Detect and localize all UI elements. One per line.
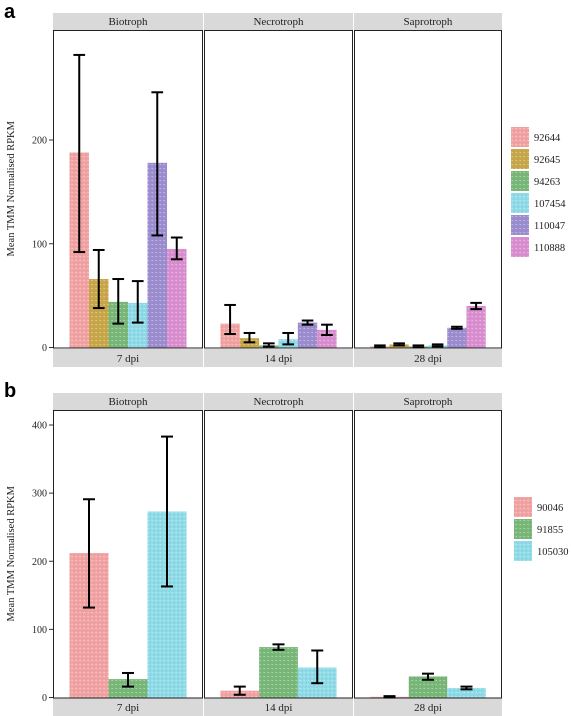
legend-key-texture bbox=[511, 237, 529, 257]
facet-strip-bottom bbox=[53, 698, 203, 716]
y-tick-label: 200 bbox=[32, 557, 47, 568]
y-tick-label: 300 bbox=[32, 489, 47, 500]
panel-label-a: a bbox=[4, 1, 16, 23]
y-tick-label: 0 bbox=[42, 343, 47, 354]
legend-label: 90046 bbox=[537, 503, 563, 514]
panel-label-b: b bbox=[4, 380, 16, 402]
legend-label: 105030 bbox=[537, 547, 569, 558]
bar-texture bbox=[466, 306, 486, 348]
facet-strip-top bbox=[204, 393, 353, 410]
facet-strip-top bbox=[354, 13, 502, 30]
facet-strip-top bbox=[53, 13, 203, 30]
facet-panel bbox=[204, 30, 353, 349]
facet-label-necrotroph: Necrotroph bbox=[253, 396, 304, 408]
y-tick-label: 100 bbox=[32, 625, 47, 636]
bar-texture bbox=[408, 676, 448, 698]
bar-texture bbox=[128, 302, 148, 348]
y-axis-title: Mean TMM Normalised RPKM bbox=[6, 485, 17, 621]
facet-panel bbox=[354, 410, 502, 699]
legend-label: 91855 bbox=[537, 525, 563, 536]
legend-key-texture bbox=[511, 149, 529, 169]
facet-label-14-dpi: 14 dpi bbox=[265, 353, 293, 365]
y-tick-label: 0 bbox=[42, 693, 47, 704]
facet-strip-top bbox=[53, 393, 203, 410]
legend-label: 92644 bbox=[534, 133, 561, 144]
bar-texture bbox=[447, 687, 486, 698]
y-tick-label: 400 bbox=[32, 421, 47, 432]
facet-panel bbox=[204, 410, 353, 699]
legend-key-texture bbox=[511, 193, 529, 213]
y-tick-label: 100 bbox=[32, 239, 47, 250]
facet-panel bbox=[53, 410, 203, 699]
facet-label-necrotroph: Necrotroph bbox=[253, 16, 304, 28]
facet-strip-bottom bbox=[204, 698, 353, 716]
legend-label: 107454 bbox=[534, 199, 566, 210]
legend-key-texture bbox=[514, 497, 532, 517]
bar-texture bbox=[89, 279, 109, 348]
facet-panel bbox=[354, 30, 502, 349]
legend-key-texture bbox=[514, 519, 532, 539]
facet-label-7-dpi: 7 dpi bbox=[117, 353, 139, 365]
legend-key-texture bbox=[511, 215, 529, 235]
facet-panel bbox=[53, 30, 203, 349]
facet-strip-top bbox=[204, 13, 353, 30]
bar-texture bbox=[147, 162, 167, 348]
legend-label: 110047 bbox=[534, 221, 565, 232]
facet-strip-bottom bbox=[354, 698, 502, 716]
bar-texture bbox=[259, 647, 298, 698]
y-axis-title: Mean TMM Normalised RPKM bbox=[6, 120, 17, 256]
facet-strip-bottom bbox=[354, 349, 502, 367]
facet-label-biotroph: Biotroph bbox=[108, 16, 148, 28]
legend-key-texture bbox=[514, 541, 532, 561]
legend-key-texture bbox=[511, 171, 529, 191]
bar-texture bbox=[220, 323, 240, 348]
bar-texture bbox=[447, 327, 467, 348]
bar-texture bbox=[297, 322, 318, 348]
y-tick-label: 200 bbox=[32, 136, 47, 147]
bar-texture bbox=[108, 679, 148, 698]
facet-label-14-dpi: 14 dpi bbox=[265, 702, 293, 714]
facet-strip-bottom bbox=[53, 349, 203, 367]
legend-key-texture bbox=[511, 127, 529, 147]
facet-strip-top bbox=[354, 393, 502, 410]
bar-texture bbox=[108, 301, 128, 348]
facet-label-saprotroph: Saprotroph bbox=[404, 16, 453, 28]
facet-strip-bottom bbox=[204, 349, 353, 367]
facet-label-saprotroph: Saprotroph bbox=[404, 396, 453, 408]
legend-label: 92645 bbox=[534, 155, 560, 166]
facet-label-biotroph: Biotroph bbox=[108, 396, 148, 408]
facet-label-7-dpi: 7 dpi bbox=[117, 702, 139, 714]
facet-label-28-dpi: 28 dpi bbox=[414, 353, 442, 365]
facet-label-28-dpi: 28 dpi bbox=[414, 702, 442, 714]
legend-label: 110888 bbox=[534, 243, 565, 254]
legend-label: 94263 bbox=[534, 177, 560, 188]
bar-texture bbox=[167, 248, 187, 348]
